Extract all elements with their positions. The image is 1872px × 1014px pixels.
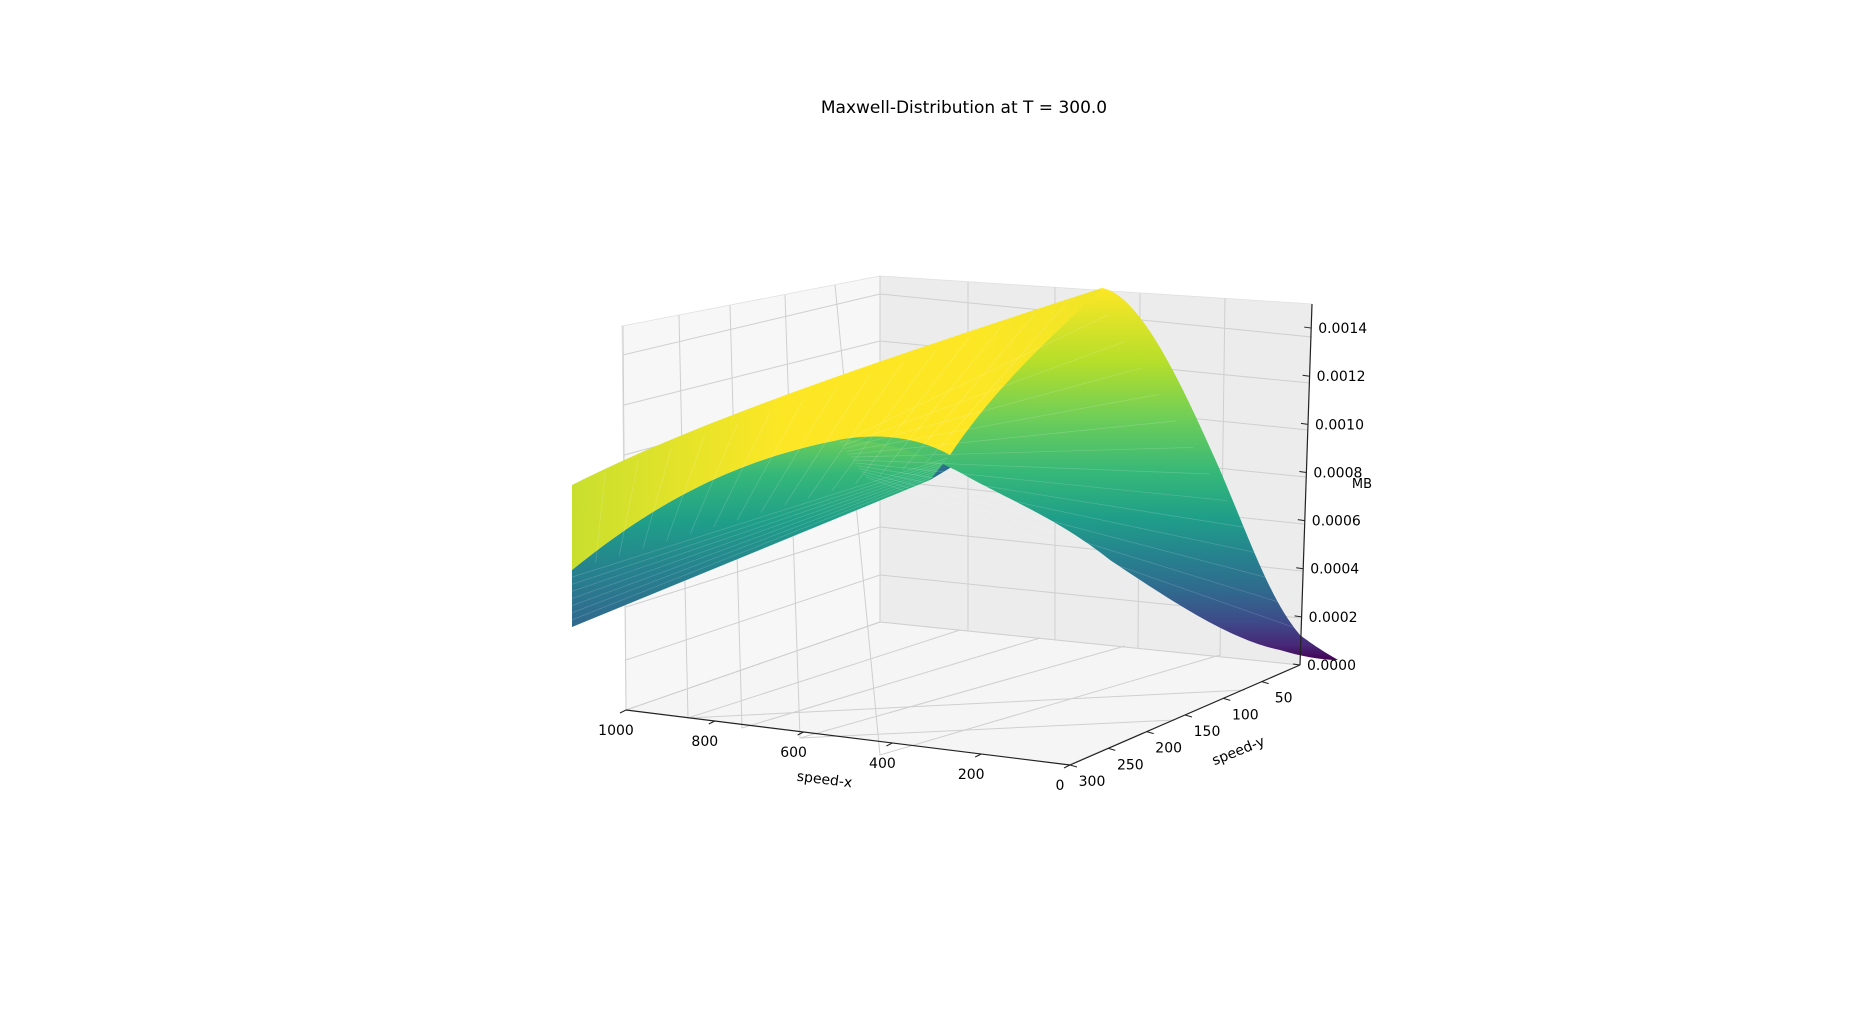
x-tick-label: 400 bbox=[869, 756, 896, 772]
y-tick-label: 300 bbox=[1079, 774, 1106, 790]
y-tick-mark bbox=[1261, 681, 1269, 685]
x-tick-label: 200 bbox=[958, 767, 985, 783]
mesh-line bbox=[855, 337, 970, 484]
x-tick-label: 600 bbox=[780, 745, 807, 761]
x-tick-mark bbox=[1063, 764, 1071, 769]
z-tick-mark bbox=[1294, 615, 1302, 618]
x-tick-label: 800 bbox=[691, 734, 718, 750]
z-tick-mark bbox=[1302, 374, 1310, 377]
gridline-z-0 bbox=[625, 621, 1301, 711]
mesh-line bbox=[666, 435, 705, 542]
z-tick-mark bbox=[1292, 663, 1301, 666]
mesh-line bbox=[850, 447, 1194, 458]
mesh-line bbox=[595, 472, 606, 563]
mesh-line bbox=[842, 340, 1126, 447]
z-tick-mark bbox=[1299, 470, 1307, 473]
mesh-line bbox=[863, 473, 1295, 608]
x-tick-mark bbox=[619, 709, 627, 714]
mesh-line bbox=[831, 349, 937, 492]
z-tick-label: 0.0008 bbox=[1313, 465, 1362, 481]
x-tick-label: 0 bbox=[1056, 778, 1065, 794]
mesh-line bbox=[861, 471, 1278, 581]
z-tick-label: 0.0010 bbox=[1315, 417, 1364, 433]
z-axis-line bbox=[1299, 303, 1313, 666]
mesh-line bbox=[848, 420, 1177, 455]
mesh-line bbox=[571, 470, 938, 606]
gridline-floor-y-200 bbox=[799, 719, 1176, 739]
mesh-line bbox=[859, 468, 1261, 555]
x-axis-ticks: 0 200 400 600 800 1000 bbox=[598, 709, 1071, 794]
x-tick-mark bbox=[708, 720, 716, 725]
mesh-line bbox=[571, 476, 933, 621]
x-tick-mark bbox=[886, 742, 893, 747]
mesh-line bbox=[760, 386, 838, 513]
mesh-line bbox=[855, 462, 1227, 501]
z-tick-label: 0.0002 bbox=[1309, 610, 1358, 626]
z-tick-label: 0.0000 bbox=[1307, 658, 1356, 674]
z-tick-label: 0.0004 bbox=[1310, 562, 1359, 578]
y-tick-mark bbox=[1069, 764, 1078, 768]
mesh-line bbox=[737, 398, 805, 520]
x-axis-line bbox=[625, 709, 1071, 766]
mesh-line bbox=[689, 423, 738, 535]
y-tick-label: 250 bbox=[1117, 757, 1144, 773]
mesh-line bbox=[642, 447, 672, 549]
mesh-line bbox=[839, 314, 1110, 444]
mesh-line bbox=[784, 373, 871, 506]
mesh-line bbox=[571, 464, 943, 592]
gridline-floor-y-100 bbox=[687, 689, 1246, 719]
mesh-line bbox=[618, 460, 639, 556]
mesh-line bbox=[878, 324, 1003, 477]
x-tick-label: 1000 bbox=[598, 723, 634, 739]
mesh-line bbox=[865, 476, 1312, 634]
mesh-line bbox=[852, 459, 1211, 475]
z-tick-label: 0.0012 bbox=[1317, 369, 1366, 385]
x-axis-label: speed-x bbox=[796, 769, 853, 792]
surface-mesh bbox=[571, 300, 1312, 634]
mesh-line bbox=[857, 465, 1244, 528]
gridline-z-0014 bbox=[622, 293, 1313, 356]
y-tick-mark bbox=[1108, 747, 1116, 751]
surface-top bbox=[572, 288, 1102, 570]
surface-plot bbox=[571, 288, 1338, 660]
y-tick-label: 200 bbox=[1155, 741, 1182, 757]
y-tick-mark bbox=[1146, 731, 1154, 735]
z-tick-mark bbox=[1300, 422, 1309, 425]
surface-front-face bbox=[572, 436, 950, 627]
x-tick-mark bbox=[797, 731, 804, 736]
y-tick-mark bbox=[1223, 697, 1231, 701]
mesh-line bbox=[846, 393, 1160, 452]
z-tick-label: 0.0006 bbox=[1312, 514, 1361, 530]
mesh-line bbox=[902, 312, 1037, 470]
y-tick-label: 100 bbox=[1232, 707, 1259, 723]
z-tick-mark bbox=[1296, 567, 1304, 570]
z-axis-ticks: 0.0000 0.0002 0.0004 0.0006 0.0008 0.0010 0.00… bbox=[1292, 321, 1367, 674]
z-tick-label: 0.0014 bbox=[1318, 321, 1367, 337]
mesh-line bbox=[571, 457, 948, 578]
y-axis-ticks: 50 100 150 200 250 300 bbox=[1069, 681, 1293, 790]
y-tick-label: 50 bbox=[1275, 691, 1293, 707]
mesh-line bbox=[844, 367, 1143, 449]
y-tick-mark bbox=[1184, 714, 1193, 718]
chart-title: Maxwell-Distribution at T = 300.0 bbox=[821, 98, 1107, 118]
gridline-z-0002 bbox=[625, 574, 1301, 661]
mesh-line bbox=[713, 410, 772, 528]
mesh-line bbox=[571, 473, 936, 614]
x-tick-mark bbox=[974, 753, 982, 758]
z-tick-mark bbox=[1304, 326, 1312, 329]
mesh-line bbox=[571, 460, 946, 585]
mesh-line bbox=[926, 300, 1070, 463]
y-tick-label: 150 bbox=[1194, 724, 1221, 740]
z-axis-label: MB bbox=[1352, 477, 1372, 492]
z-tick-mark bbox=[1297, 519, 1305, 522]
mesh-line bbox=[807, 361, 904, 499]
mesh-line bbox=[571, 467, 941, 599]
